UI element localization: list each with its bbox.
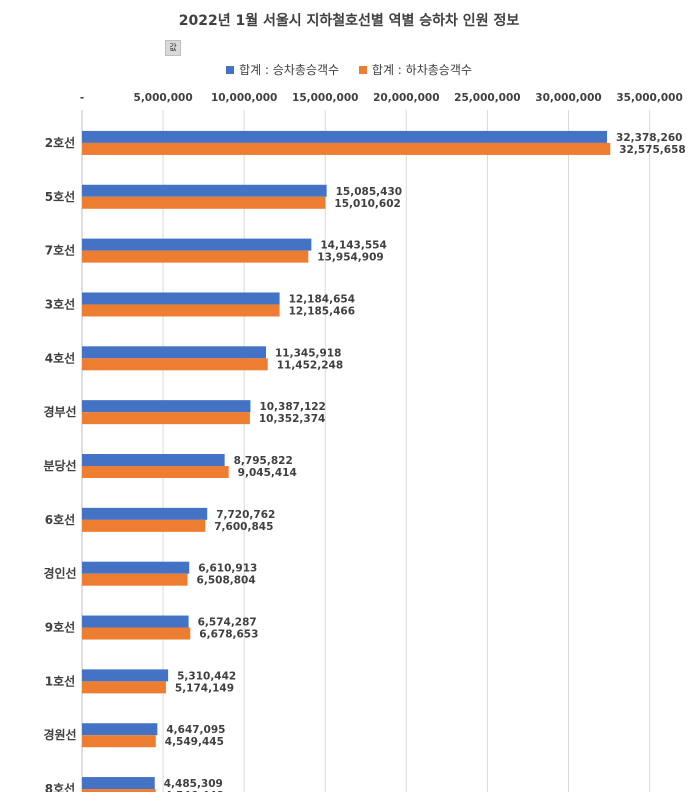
bar-alighting — [82, 304, 280, 317]
bar-alighting — [82, 466, 229, 478]
category-label: 경부선 — [43, 404, 76, 419]
legend-label-boarding: 합계 : 승차총승객수 — [239, 63, 340, 77]
bar-alighting — [82, 627, 191, 640]
data-label-alighting: 7,600,845 — [214, 521, 273, 533]
category-label: 1호선 — [45, 673, 75, 688]
bar-boarding — [82, 777, 155, 790]
data-label-alighting: 4,546,448 — [165, 790, 224, 792]
chart-title: 2022년 1월 서울시 지하철호선별 역별 승하차 인원 정보 — [178, 13, 520, 29]
data-label-boarding: 5,310,442 — [177, 670, 236, 682]
bar-boarding — [82, 723, 158, 736]
data-label-boarding: 15,085,430 — [336, 186, 402, 198]
category-label: 6호선 — [45, 512, 75, 527]
data-label-alighting: 10,352,374 — [259, 413, 325, 425]
bar-alighting — [82, 196, 326, 209]
category-label: 5호선 — [45, 189, 75, 204]
category-label: 경원선 — [43, 727, 76, 742]
data-label-alighting: 6,678,653 — [199, 629, 258, 641]
bar-alighting — [82, 681, 166, 694]
data-label-boarding: 11,345,918 — [275, 347, 341, 359]
x-tick-label: 30,000,000 — [535, 92, 601, 104]
bar-boarding — [82, 292, 280, 305]
data-label-alighting: 15,010,602 — [334, 198, 400, 210]
bar-alighting — [82, 358, 268, 371]
bar-boarding — [82, 184, 327, 197]
bar-boarding — [82, 400, 251, 413]
category-label: 경인선 — [43, 566, 76, 581]
legend-item-boarding[interactable]: 합계 : 승차총승객수 — [226, 61, 339, 78]
x-tick-label: 5,000,000 — [134, 92, 193, 104]
bar-alighting — [82, 573, 188, 586]
category-label: 4호선 — [45, 350, 75, 365]
category-label: 3호선 — [45, 296, 75, 311]
value-field-button[interactable]: 값 — [165, 40, 181, 56]
data-label-boarding: 7,720,762 — [216, 509, 275, 521]
category-label: 7호선 — [45, 243, 75, 258]
data-label-boarding: 4,485,309 — [164, 778, 223, 790]
data-label-alighting: 12,185,466 — [289, 305, 355, 317]
x-tick-label: 20,000,000 — [373, 92, 439, 104]
category-label: 8호선 — [45, 781, 75, 792]
data-label-boarding: 10,387,122 — [259, 401, 325, 413]
data-label-alighting: 9,045,414 — [238, 467, 297, 479]
data-label-boarding: 12,184,654 — [289, 293, 355, 305]
bar-boarding — [82, 615, 189, 628]
bar-alighting — [82, 789, 156, 792]
bar-boarding — [82, 238, 312, 251]
x-tick-label: 25,000,000 — [454, 92, 520, 104]
legend-label-alighting: 합계 : 하차총승객수 — [371, 63, 472, 77]
data-label-alighting: 5,174,149 — [175, 682, 234, 694]
bar-boarding — [82, 454, 225, 466]
category-label: 2호선 — [45, 135, 75, 150]
x-tick-label: 10,000,000 — [211, 92, 277, 104]
bar-alighting — [82, 250, 309, 263]
data-label-boarding: 32,378,260 — [616, 132, 682, 144]
data-label-boarding: 6,610,913 — [198, 563, 257, 575]
x-tick-label: 35,000,000 — [616, 92, 682, 104]
x-tick-label: - — [80, 92, 84, 104]
legend-swatch-alighting — [358, 66, 367, 74]
bar-alighting — [82, 735, 156, 748]
data-label-alighting: 32,575,658 — [619, 144, 685, 156]
data-label-boarding: 14,143,554 — [320, 240, 386, 252]
data-label-boarding: 6,574,287 — [198, 617, 257, 629]
bar-boarding — [82, 669, 169, 682]
category-label: 분당선 — [43, 458, 76, 473]
data-label-boarding: 8,795,822 — [234, 455, 293, 467]
x-tick-label: 15,000,000 — [292, 92, 358, 104]
legend-swatch-boarding — [226, 66, 235, 74]
data-label-alighting: 13,954,909 — [317, 252, 383, 264]
bar-boarding — [82, 561, 190, 574]
bar-alighting — [82, 412, 250, 425]
bar-boarding — [82, 346, 266, 359]
legend: 합계 : 승차총승객수 합계 : 하차총승객수 — [0, 61, 698, 78]
category-label: 9호선 — [45, 620, 75, 635]
bar-alighting — [82, 142, 611, 155]
bar-alighting — [82, 519, 206, 532]
bar-boarding — [82, 130, 608, 143]
bar-boarding — [82, 507, 208, 520]
legend-item-alighting[interactable]: 합계 : 하차총승객수 — [358, 61, 472, 78]
data-label-alighting: 6,508,804 — [197, 575, 256, 587]
data-label-alighting: 11,452,248 — [277, 359, 343, 371]
data-label-alighting: 4,549,445 — [165, 736, 224, 748]
data-label-boarding: 4,647,095 — [166, 724, 225, 736]
